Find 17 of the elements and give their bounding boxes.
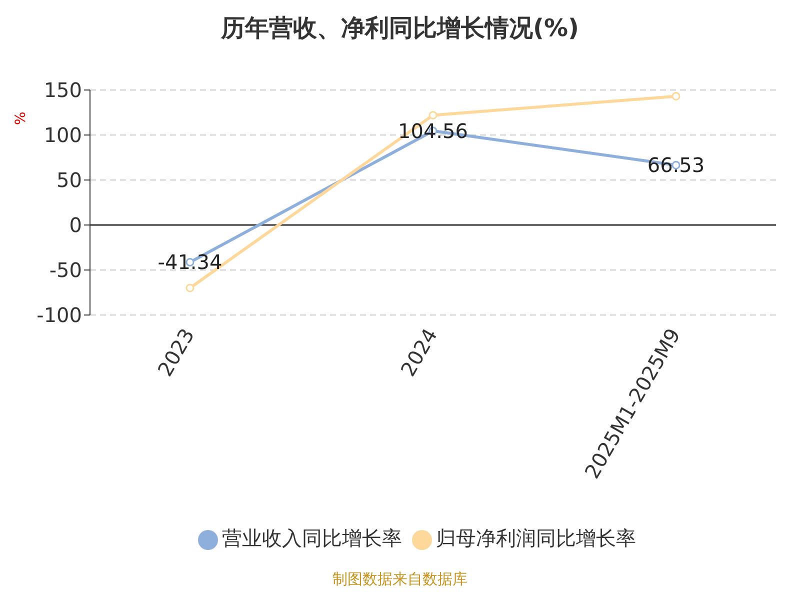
y-tick-label: 0 — [69, 213, 82, 238]
data-label: 66.53 — [647, 153, 705, 178]
chart-title: 历年营收、净利同比增长情况(%) — [220, 13, 580, 44]
legend-label: 营业收入同比增长率 — [222, 526, 402, 550]
y-tick-label: 150 — [44, 78, 82, 102]
point — [672, 92, 680, 101]
point — [428, 110, 438, 120]
y-tick-label: -50 — [49, 258, 82, 282]
y-tick-label: 100 — [44, 123, 82, 148]
y-tick-label: -100 — [36, 303, 82, 328]
point — [186, 284, 194, 292]
data-label: -41.34 — [158, 250, 222, 274]
text: 制图数据来自数据库 — [332, 570, 468, 589]
legend-label: 归母净利润同比增长率 — [436, 526, 636, 550]
y-axis-title: % — [12, 112, 29, 125]
data-label: 104.56 — [398, 118, 468, 143]
y-tick-label: 50 — [56, 168, 82, 192]
